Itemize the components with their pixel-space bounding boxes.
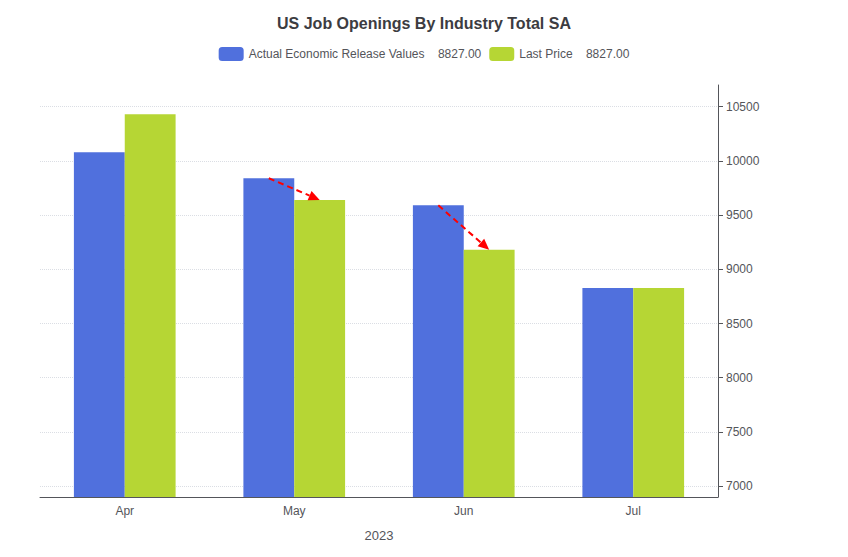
svg-text:8000: 8000 (726, 371, 753, 385)
svg-text:10500: 10500 (726, 100, 760, 114)
svg-text:Actual Economic Release Values: Actual Economic Release Values 8827.00 (249, 47, 482, 61)
svg-text:US Job Openings By Industry To: US Job Openings By Industry Total SA (277, 15, 571, 32)
svg-text:10000: 10000 (726, 154, 760, 168)
svg-text:7500: 7500 (726, 425, 753, 439)
svg-text:Last Price 8827.00: Last Price 8827.00 (519, 47, 629, 61)
svg-text:9000: 9000 (726, 262, 753, 276)
svg-text:8500: 8500 (726, 317, 753, 331)
svg-text:8827.00: 8827.00 (778, 282, 818, 294)
svg-text:May: May (283, 504, 306, 518)
svg-text:Apr: Apr (115, 504, 134, 518)
svg-text:7000: 7000 (726, 479, 753, 493)
svg-text:Jun: Jun (454, 504, 473, 518)
svg-text:9500: 9500 (726, 208, 753, 222)
svg-text:Jul: Jul (626, 504, 641, 518)
svg-text:2023: 2023 (365, 528, 394, 543)
